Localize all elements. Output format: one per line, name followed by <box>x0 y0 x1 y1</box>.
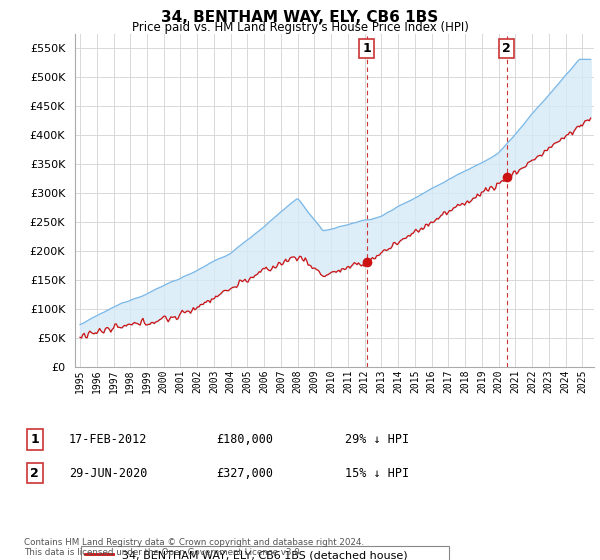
Text: 29-JUN-2020: 29-JUN-2020 <box>69 466 148 480</box>
Text: 1: 1 <box>31 433 39 446</box>
Text: 15% ↓ HPI: 15% ↓ HPI <box>345 466 409 480</box>
Text: 17-FEB-2012: 17-FEB-2012 <box>69 433 148 446</box>
Text: Contains HM Land Registry data © Crown copyright and database right 2024.
This d: Contains HM Land Registry data © Crown c… <box>24 538 364 557</box>
Text: 2: 2 <box>31 466 39 480</box>
Text: £327,000: £327,000 <box>216 466 273 480</box>
Text: £180,000: £180,000 <box>216 433 273 446</box>
Text: 2: 2 <box>502 42 511 55</box>
Text: 34, BENTHAM WAY, ELY, CB6 1BS: 34, BENTHAM WAY, ELY, CB6 1BS <box>161 10 439 25</box>
Legend: 34, BENTHAM WAY, ELY, CB6 1BS (detached house), HPI: Average price, detached hou: 34, BENTHAM WAY, ELY, CB6 1BS (detached … <box>80 545 449 560</box>
Text: 29% ↓ HPI: 29% ↓ HPI <box>345 433 409 446</box>
Text: Price paid vs. HM Land Registry's House Price Index (HPI): Price paid vs. HM Land Registry's House … <box>131 21 469 34</box>
Text: 1: 1 <box>362 42 371 55</box>
